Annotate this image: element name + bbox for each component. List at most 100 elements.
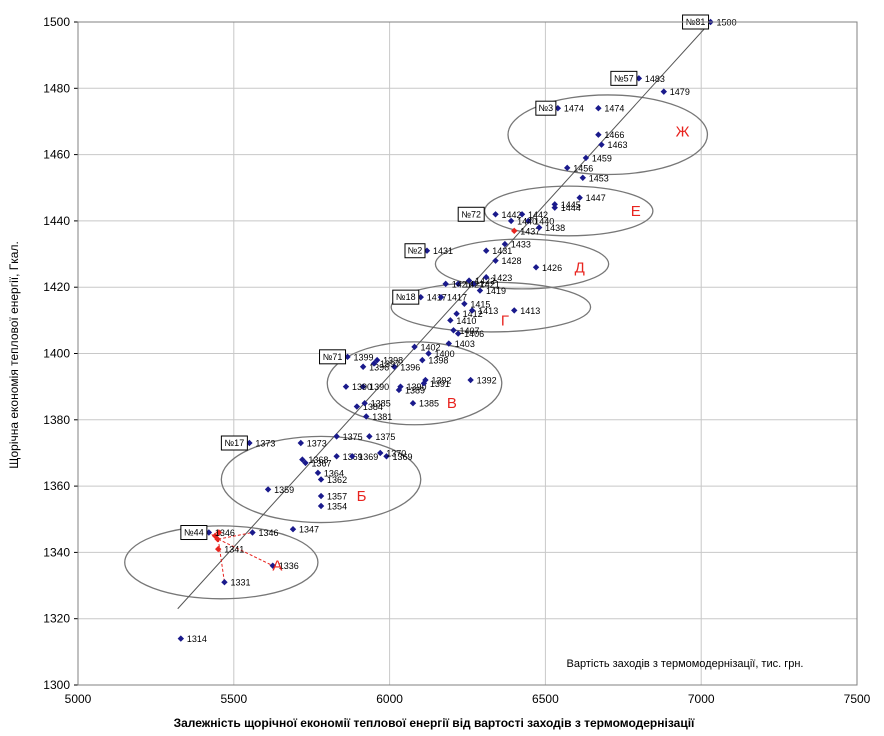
point-label: 1314: [187, 634, 207, 644]
y-tick-label: 1460: [43, 148, 70, 162]
point-label: 1370: [386, 448, 406, 458]
data-point: [366, 433, 373, 440]
point-label: 1359: [274, 485, 294, 495]
data-point: [314, 469, 322, 477]
data-point: [470, 280, 477, 288]
point-label: 1385: [371, 399, 391, 409]
data-point: [349, 453, 356, 460]
point-label: 1331: [230, 578, 250, 588]
object-tag-box: [535, 100, 557, 116]
y-tick-label: 1380: [43, 413, 70, 427]
point-label: 1400: [435, 349, 455, 359]
data-point: [535, 224, 543, 231]
point-label: 1357: [327, 492, 347, 502]
data-point: [564, 164, 571, 172]
point-label: 1483: [645, 74, 665, 84]
point-label: 1459: [592, 153, 612, 163]
y-tick-label: 1440: [43, 214, 70, 228]
data-point: [551, 204, 558, 211]
group-label: А: [272, 558, 282, 575]
data-point: [595, 131, 602, 138]
data-point: [501, 240, 509, 248]
point-label: 1407: [459, 326, 479, 336]
data-point: [317, 476, 325, 483]
point-label: 1369: [392, 452, 412, 462]
data-point: [353, 403, 361, 410]
point-label: 1362: [327, 475, 347, 485]
group-ellipse: [434, 238, 610, 290]
group-ellipse: [326, 341, 503, 426]
x-tick-label: 5000: [65, 692, 92, 706]
data-point: [476, 287, 484, 294]
y-tick-label: 1360: [43, 479, 70, 493]
point-label: 1442: [502, 210, 522, 220]
point-label: 1421: [464, 279, 484, 289]
point-label: 1421: [452, 279, 472, 289]
data-point: [215, 529, 223, 536]
group-ellipse: [390, 281, 592, 333]
point-label: 1453: [589, 173, 609, 183]
point-label: 1391: [430, 379, 450, 389]
data-point: [411, 343, 418, 351]
point-label: 1341: [224, 545, 244, 555]
data-point: [579, 174, 586, 182]
point-label: 1346: [258, 528, 278, 538]
data-point: [333, 453, 340, 460]
data-point: [492, 211, 499, 218]
group-ellipse: [507, 94, 709, 176]
data-point: [582, 154, 590, 162]
highlight-link: [217, 539, 225, 583]
group-label: Б: [357, 488, 367, 505]
point-label: 1440: [534, 216, 554, 226]
point-label: 1438: [545, 223, 565, 233]
point-label: 1406: [464, 329, 484, 339]
group-ellipse: [220, 435, 422, 524]
point-label: 1381: [372, 412, 392, 422]
point-label: 1373: [307, 439, 327, 449]
point-label: 1463: [607, 140, 627, 150]
data-point: [445, 340, 453, 347]
point-label: 1422: [475, 276, 495, 286]
x-tick-label: 7000: [688, 692, 715, 706]
point-label: 1375: [343, 432, 363, 442]
point-label: 1369: [358, 452, 378, 462]
point-label: 1384: [363, 402, 383, 412]
point-label: 1433: [511, 240, 531, 250]
point-label: 1336: [279, 561, 299, 571]
data-point: [391, 363, 398, 370]
data-point: [370, 360, 378, 367]
data-point: [422, 376, 429, 384]
data-point: [361, 400, 368, 407]
x-tick-label: 5500: [220, 692, 247, 706]
point-label: 1419: [486, 286, 506, 296]
point-label: 1390: [407, 382, 427, 392]
object-tag-box: [220, 435, 248, 451]
chart-title: Залежність щорічної економії теплової ен…: [174, 716, 695, 730]
point-label: 1385: [419, 399, 439, 409]
data-point: [467, 376, 474, 384]
y-tick-label: 1320: [43, 612, 70, 626]
point-label: 1431: [433, 246, 453, 256]
object-tag-label: №3: [539, 103, 554, 113]
data-point: [454, 330, 462, 337]
data-point: [373, 356, 381, 364]
data-point: [363, 413, 370, 420]
point-label: 1389: [405, 385, 425, 395]
point-label: 1399: [354, 352, 374, 362]
data-point: [482, 274, 490, 281]
x-tick-label: 6500: [532, 692, 559, 706]
x-axis-label: Вартість заходів з термомодернізації, ти…: [567, 658, 804, 670]
data-point: [507, 217, 515, 225]
object-tag-label: №18: [396, 292, 416, 302]
point-label: 1423: [492, 273, 512, 283]
point-label: 1396: [369, 362, 389, 372]
data-point: [525, 217, 532, 225]
data-point: [442, 280, 449, 288]
point-label: 1421: [480, 279, 500, 289]
point-label: 1390: [369, 382, 389, 392]
point-label: 1445: [561, 200, 581, 210]
point-label: 1456: [573, 163, 593, 173]
object-tag-label: №72: [461, 209, 481, 219]
point-label: 1442: [528, 210, 548, 220]
group-labels: А Б В Г Д Е Ж: [272, 123, 689, 574]
